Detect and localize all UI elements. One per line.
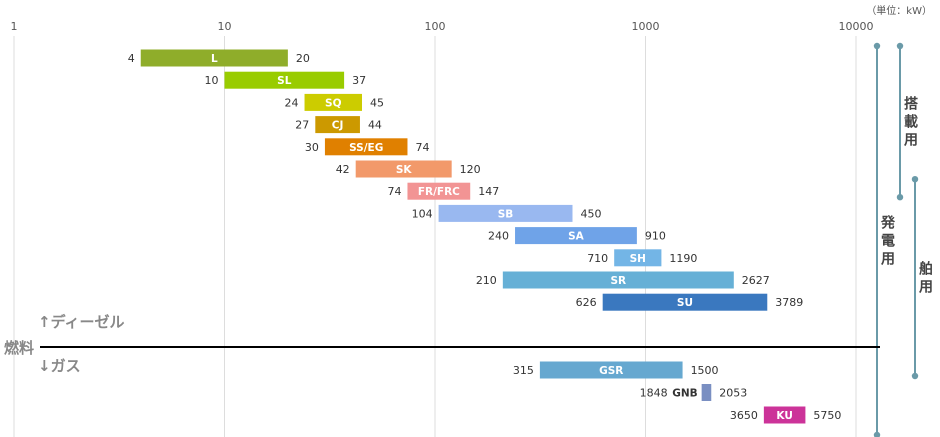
min-value-label: 10 — [205, 74, 219, 87]
application-bracket-end — [911, 372, 919, 380]
x-tick-label: 1 — [11, 20, 18, 33]
min-value-label: 315 — [513, 364, 534, 377]
min-value-label: 42 — [336, 163, 350, 176]
x-tick-label: 10000 — [839, 20, 874, 33]
max-value-label: 450 — [581, 207, 602, 220]
application-label-char: 発 — [880, 215, 896, 232]
range-bar — [502, 271, 734, 289]
max-value-label: 20 — [296, 52, 310, 65]
bar-name-label: L — [211, 53, 218, 65]
bar-name-label: SS/EG — [349, 142, 383, 154]
max-value-label: 1190 — [669, 252, 697, 265]
min-value-label: 27 — [295, 119, 309, 132]
min-value-label: 4 — [128, 52, 135, 65]
bar-name-label: SB — [498, 208, 514, 220]
application-label-char: 舶 — [919, 261, 933, 278]
bar-name-label: SH — [630, 253, 646, 265]
range-bar — [602, 293, 768, 311]
min-value-label: 710 — [587, 252, 608, 265]
range-bar — [701, 384, 712, 401]
max-value-label: 120 — [460, 163, 481, 176]
min-value-label: 1848 — [640, 387, 668, 400]
min-value-label: 210 — [476, 274, 497, 287]
max-value-label: 147 — [478, 185, 499, 198]
application-label-char: 用 — [904, 133, 918, 149]
bar-name-label: FR/FRC — [418, 186, 460, 198]
min-value-label: 74 — [387, 185, 401, 198]
max-value-label: 3789 — [775, 296, 803, 309]
max-value-label: 910 — [645, 230, 666, 243]
range-bar — [304, 93, 363, 111]
diesel-label: ↑ディーゼル — [38, 313, 125, 331]
x-tick-label: 10 — [218, 20, 232, 33]
range-bar — [614, 249, 662, 267]
max-value-label: 44 — [368, 119, 382, 132]
max-value-label: 5750 — [813, 409, 841, 422]
max-value-label: 2627 — [742, 274, 770, 287]
application-label-char: 用 — [881, 252, 895, 268]
bar-name-label: SQ — [325, 97, 342, 109]
bar-name-label: SA — [568, 231, 585, 243]
gas-label: ↓ガス — [38, 357, 81, 375]
range-bar — [224, 71, 345, 89]
min-value-label: 626 — [576, 296, 597, 309]
bar-name-label: SU — [677, 297, 693, 309]
bar-name-label: SK — [396, 164, 413, 176]
application-bracket-end — [896, 42, 904, 50]
fuel-divider: 燃料 ↑ディーゼル ↓ガス — [4, 313, 880, 375]
range-bar — [438, 204, 573, 222]
bar-name-label: KU — [776, 410, 792, 422]
x-tick-label: 1000 — [632, 20, 660, 33]
x-tick-label: 100 — [425, 20, 446, 33]
application-label-char: 搭 — [904, 96, 919, 113]
application-label-char: 電 — [881, 233, 895, 250]
unit-label: （単位：kW） — [866, 4, 932, 17]
range-bar — [140, 49, 288, 67]
min-value-label: 30 — [305, 141, 319, 154]
bar-name-label: SR — [610, 275, 626, 287]
max-value-label: 45 — [370, 96, 384, 109]
range-bar — [355, 160, 452, 178]
range-bar — [515, 227, 637, 245]
grid-layer: 1 10 100 1000 10000 — [11, 20, 874, 437]
bar-name-label: CJ — [332, 120, 344, 132]
bar-name-label: SL — [277, 75, 292, 87]
range-bar — [407, 182, 471, 200]
bar-name-label: GSR — [599, 365, 623, 377]
application-label-char: 載 — [904, 114, 918, 131]
min-value-label: 3650 — [730, 409, 758, 422]
application-bracket-end — [873, 431, 881, 437]
application-bracket-end — [896, 194, 904, 201]
bar-name-label: GNB — [672, 388, 697, 400]
min-value-label: 104 — [412, 207, 433, 220]
max-value-label: 37 — [352, 74, 366, 87]
fuel-divider-label: 燃料 — [4, 339, 34, 357]
max-value-label: 74 — [415, 141, 429, 154]
application-label-char: 用 — [919, 280, 933, 296]
max-value-label: 2053 — [719, 387, 747, 400]
range-bar — [324, 138, 408, 156]
min-value-label: 24 — [285, 96, 299, 109]
application-bracket-end — [911, 176, 919, 183]
range-bar — [539, 361, 683, 379]
min-value-label: 240 — [488, 230, 509, 243]
range-bar — [763, 406, 806, 424]
range-bar — [315, 116, 360, 134]
max-value-label: 1500 — [691, 364, 719, 377]
application-bracket-end — [873, 42, 881, 50]
